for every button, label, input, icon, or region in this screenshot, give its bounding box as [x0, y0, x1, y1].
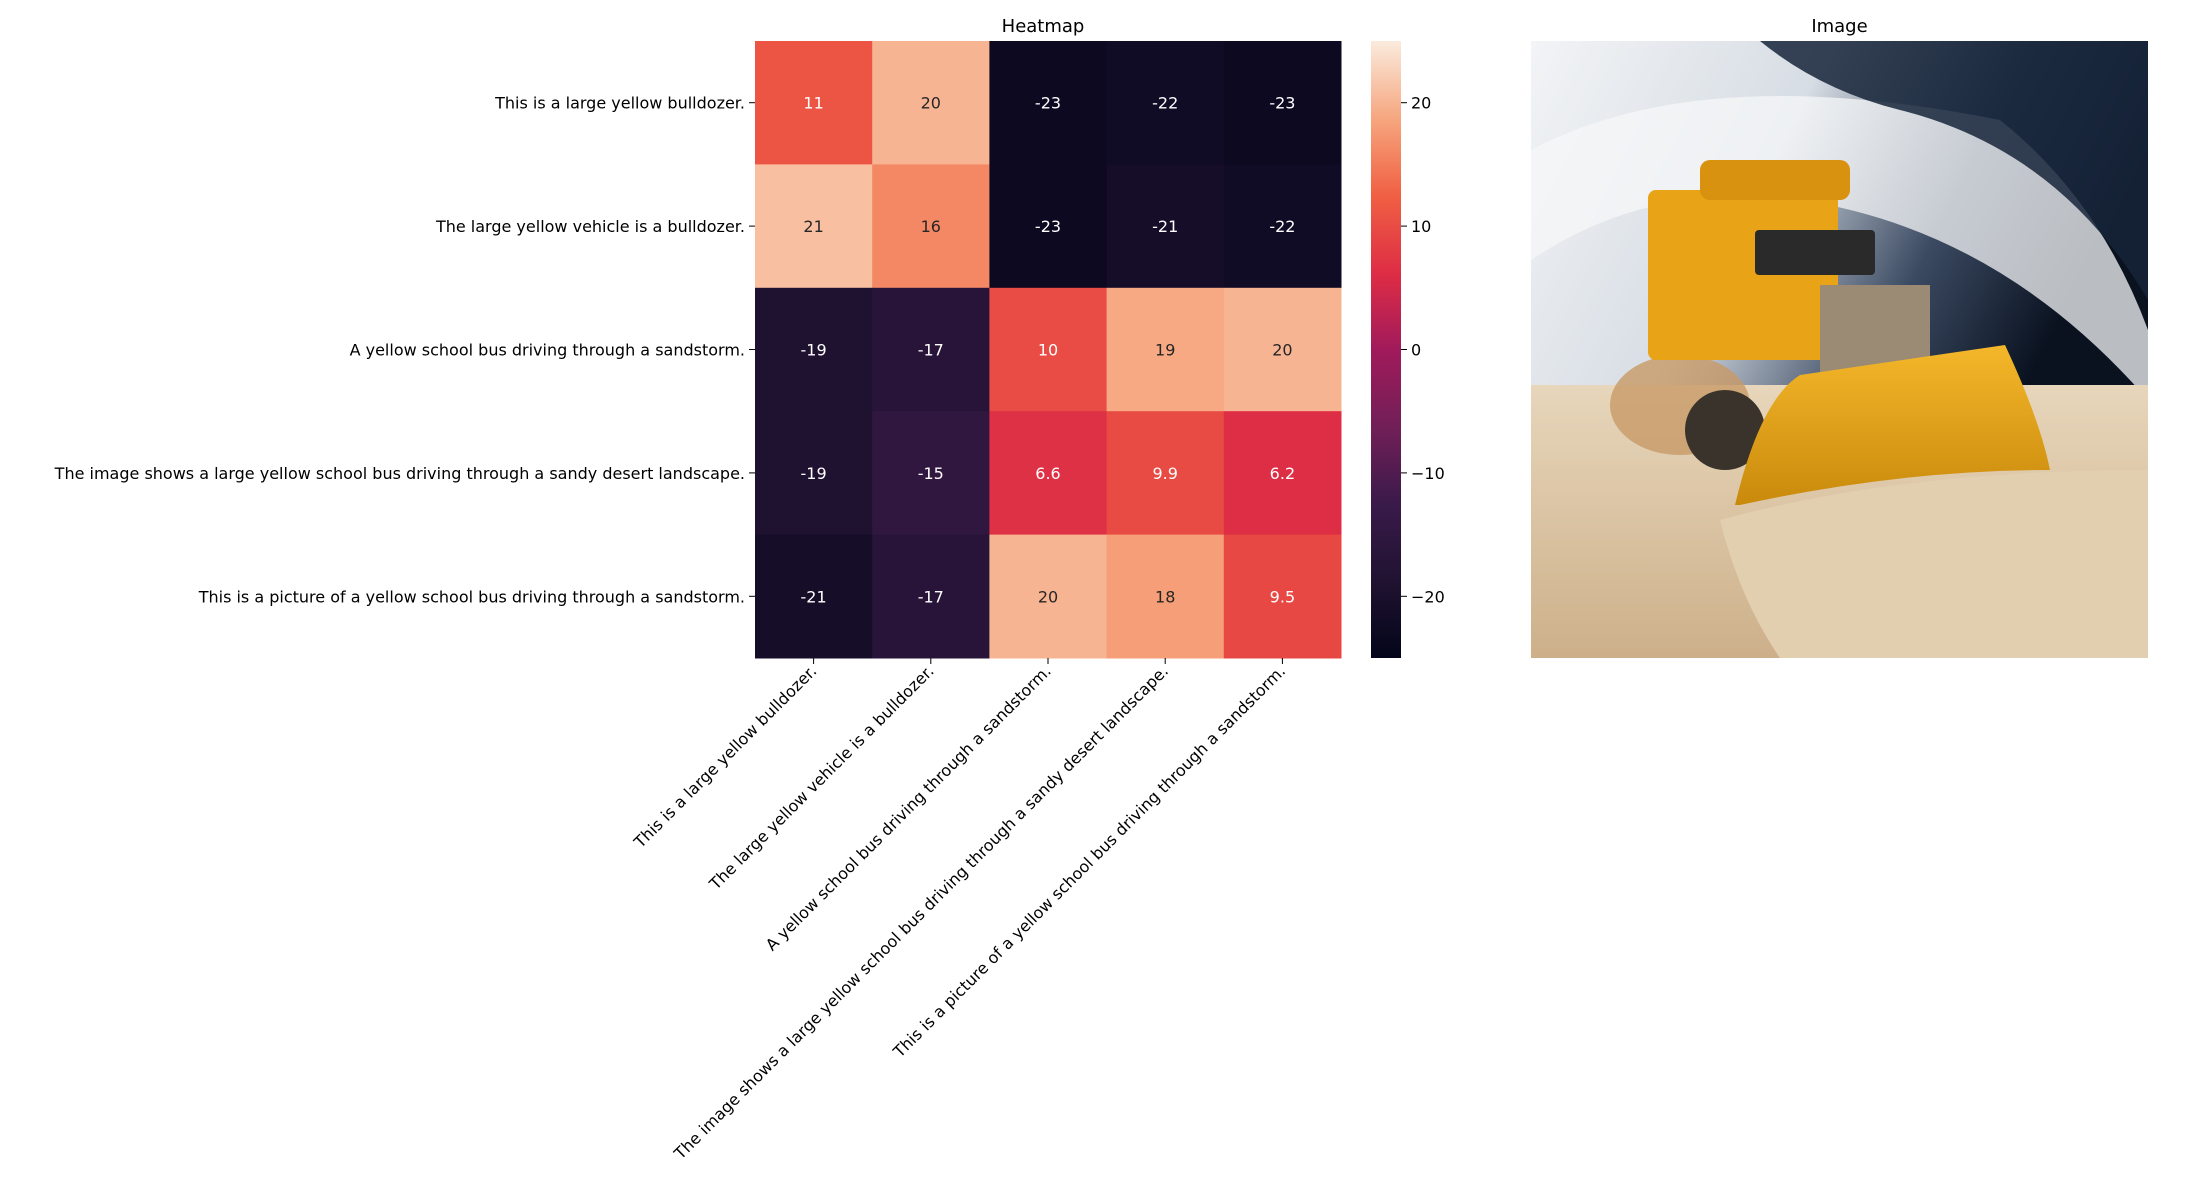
- colorbar-tick-label: −20: [1411, 587, 1445, 606]
- heatmap-cell-label: 21: [803, 217, 823, 236]
- colorbar-ticks: 20 10 0 −10 −20: [1401, 94, 1445, 606]
- desert-bus-photo: [1531, 41, 2148, 658]
- heatmap-cell: [1223, 41, 1342, 165]
- heatmap-title: Heatmap: [1002, 16, 1085, 37]
- heatmap-cell: [1223, 411, 1342, 536]
- heatmap-cell-label: -23: [1035, 94, 1061, 113]
- bus-wheel: [1685, 390, 1765, 470]
- dark-sky-streak: [1760, 41, 2148, 300]
- heatmap-cell-label: -21: [1152, 217, 1178, 236]
- heatmap-cell-label: 20: [921, 94, 941, 113]
- bus-roof: [1700, 160, 1850, 200]
- heatmap-cells: [755, 41, 1342, 659]
- bus-windshield: [1755, 230, 1875, 275]
- y-tick-label: A yellow school bus driving through a sa…: [350, 341, 745, 360]
- heatmap-cell: [1106, 164, 1225, 289]
- heatmap-cell: [989, 411, 1108, 536]
- heatmap-cell-label: 16: [921, 217, 941, 236]
- heatmap-cell-label: -23: [1269, 94, 1295, 113]
- bulldozer-blade: [1735, 345, 2050, 505]
- colorbar-tick-label: −10: [1411, 464, 1445, 483]
- heatmap-cell: [872, 411, 990, 536]
- heatmap-cell: [1223, 164, 1342, 289]
- heatmap-cell: [755, 411, 873, 536]
- heatmap-cell-label: 10: [1038, 341, 1058, 360]
- heatmap-cell-label: -23: [1035, 217, 1061, 236]
- heatmap-cell: [1106, 287, 1225, 412]
- heatmap-cell-label: 11: [803, 94, 823, 113]
- heatmap-cell-label: 9.5: [1270, 587, 1295, 606]
- heatmap-cell-label: -15: [918, 464, 944, 483]
- heatmap-cell: [755, 41, 873, 165]
- heatmap-cell-label: -19: [801, 341, 827, 360]
- colorbar-gradient: [1371, 41, 1401, 658]
- heatmap-cell: [1223, 534, 1342, 659]
- image-title: Image: [1811, 16, 1867, 37]
- heatmap-cell-label: 9.9: [1152, 464, 1177, 483]
- heatmap-cell: [755, 164, 873, 289]
- heatmap-cell: [755, 287, 873, 412]
- heatmap-cell-label: 20: [1038, 587, 1058, 606]
- heatmap-cell-label: -19: [801, 464, 827, 483]
- heatmap-cell-label: 18: [1155, 587, 1175, 606]
- heatmap-cell: [872, 41, 990, 165]
- y-tick-label: This is a large yellow bulldozer.: [494, 94, 745, 113]
- heatmap-cell: [872, 287, 990, 412]
- heatmap-x-axis: This is a large yellow bulldozer.The lar…: [630, 658, 1289, 1164]
- heatmap-cell-label: 6.2: [1270, 464, 1295, 483]
- heatmap-y-axis: This is a large yellow bulldozer. The lar…: [54, 94, 755, 606]
- heatmap-cell: [989, 534, 1108, 659]
- y-tick-label: The large yellow vehicle is a bulldozer.: [435, 217, 745, 236]
- y-tick-label: The image shows a large yellow school bu…: [54, 464, 745, 483]
- heatmap-cell: [1106, 534, 1225, 659]
- colorbar-tick-label: 10: [1411, 217, 1431, 236]
- heatmap-cell: [989, 41, 1108, 165]
- y-tick-label: This is a picture of a yellow school bus…: [198, 587, 745, 606]
- x-tick-label: This is a picture of a yellow school bus…: [889, 661, 1289, 1061]
- sand-dune: [1720, 470, 2148, 658]
- heatmap-cell: [1223, 287, 1342, 412]
- heatmap-cell: [989, 164, 1108, 289]
- heatmap-cell-label: -17: [918, 587, 944, 606]
- heatmap-cell-label: 6.6: [1035, 464, 1060, 483]
- heatmap-cell-labels: 11 20 -23 -22 -23 21 16 -23 -21 -22 -19 -17 10 19 20 -1…: [801, 94, 1296, 607]
- colorbar: 20 10 0 −10 −20: [1371, 41, 1445, 658]
- colorbar-tick-label: 20: [1411, 94, 1431, 113]
- heatmap-cell: [1106, 41, 1225, 165]
- heatmap-cell-label: -22: [1269, 217, 1295, 236]
- colorbar-tick-label: 0: [1411, 341, 1421, 360]
- heatmap-cell-label: -22: [1152, 94, 1178, 113]
- heatmap-cell-label: -17: [918, 341, 944, 360]
- heatmap-cell: [872, 164, 990, 289]
- cloud-streaks: [1531, 96, 2148, 400]
- heatmap-cell: [872, 534, 990, 659]
- heatmap-cell-label: 20: [1272, 341, 1292, 360]
- heatmap-cell: [755, 534, 873, 659]
- x-tick-label: This is a large yellow bulldozer.: [630, 661, 821, 852]
- heatmap-cell-label: 19: [1155, 341, 1175, 360]
- heatmap-cell: [989, 287, 1108, 412]
- x-tick-label: The large yellow vehicle is a bulldozer.: [705, 661, 938, 894]
- heatmap-cell: [1106, 411, 1225, 536]
- heatmap-cell-label: -21: [801, 587, 827, 606]
- heatmap-panel: Heatmap 11 20 -23 -22 -23 21 16 -23 -21 -22 -19 -17…: [54, 16, 1342, 1164]
- image-panel: Image: [1531, 16, 2148, 658]
